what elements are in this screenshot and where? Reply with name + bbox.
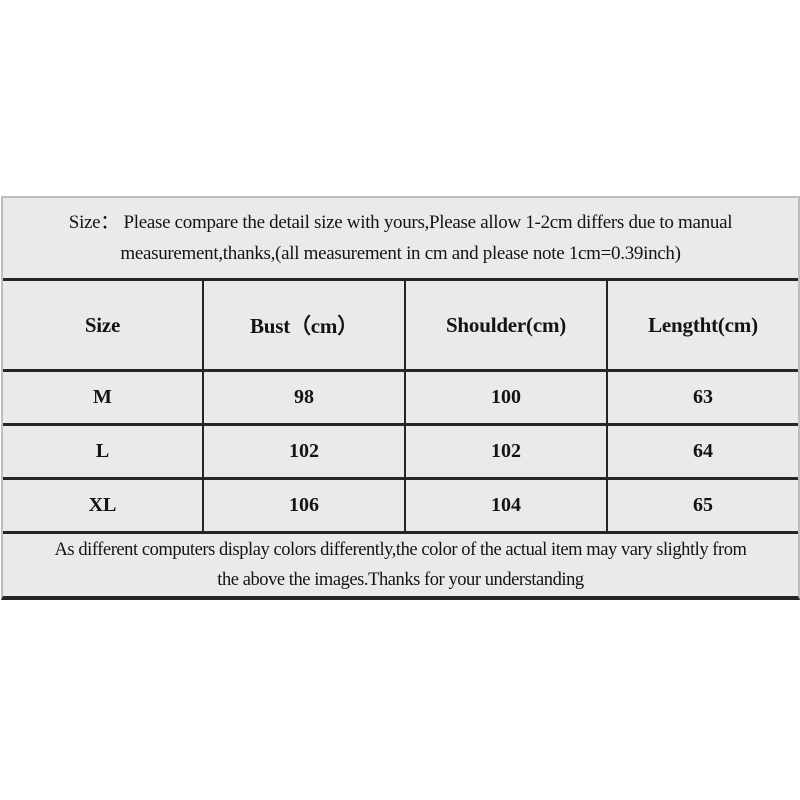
table-row-l: L 102 102 64 <box>3 426 798 480</box>
measurement-note-line-1: Size： Please compare the detail size wit… <box>68 212 733 233</box>
header-length: Lengtht(cm) <box>648 312 758 337</box>
length-value: 63 <box>693 386 713 408</box>
length-value: 65 <box>693 494 713 516</box>
header-shoulder: Shoulder(cm) <box>406 281 608 369</box>
size-value: L <box>3 426 204 477</box>
size-value: M <box>3 372 204 423</box>
bust-value: 98 <box>204 372 406 423</box>
measurement-note-line-2: measurement,thanks,(all measurement in c… <box>120 243 681 264</box>
shoulder-value: 102 <box>406 426 608 477</box>
header-size: Size <box>3 281 204 369</box>
size-value: XL <box>3 480 204 531</box>
shoulder-value: 100 <box>406 372 608 423</box>
bust-value: 106 <box>204 480 406 531</box>
color-disclaimer-line-2: the above the images.Thanks for your und… <box>217 570 584 590</box>
shoulder-value: 104 <box>406 480 608 531</box>
size-chart-table: Size： Please compare the detail size wit… <box>1 196 800 600</box>
header-bust: Bust（cm） <box>204 281 406 369</box>
bust-value: 102 <box>204 426 406 477</box>
color-disclaimer-note: As different computers display colors di… <box>3 534 798 596</box>
measurement-note: Size： Please compare the detail size wit… <box>3 198 798 281</box>
table-row-m: M 98 100 63 <box>3 372 798 426</box>
length-value: 64 <box>693 440 713 462</box>
table-header-row: Size Bust（cm） Shoulder(cm) Lengtht(cm) <box>3 281 798 372</box>
table-row-xl: XL 106 104 65 <box>3 480 798 534</box>
color-disclaimer-line-1: As different computers display colors di… <box>54 540 747 560</box>
